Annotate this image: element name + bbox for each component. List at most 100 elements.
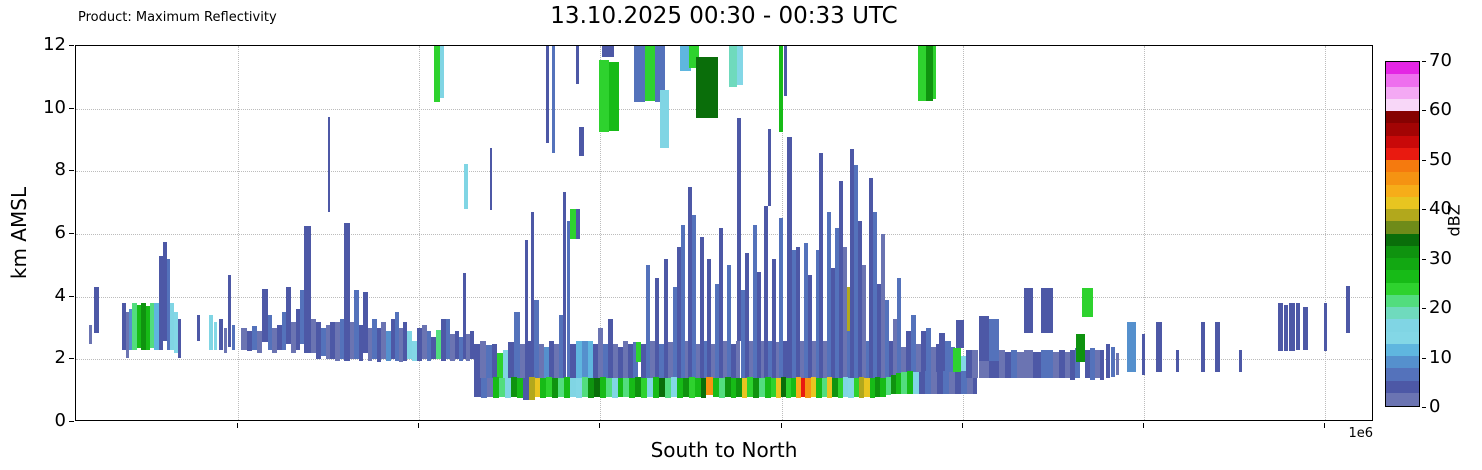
reflectivity-bar: [921, 331, 926, 375]
reflectivity-bar: [1127, 321, 1136, 372]
colorbar-step: [1386, 233, 1419, 247]
reflectivity-bar: [635, 376, 641, 397]
colorbar-tick: [1421, 357, 1426, 359]
reflectivity-bar: [129, 309, 132, 350]
reflectivity-bar: [823, 340, 827, 382]
y-tick: [69, 233, 74, 234]
reflectivity-bar: [805, 378, 811, 398]
reflectivity-bar: [122, 302, 126, 350]
reflectivity-bar: [508, 342, 514, 382]
reflectivity-bar: [926, 46, 933, 101]
reflectivity-bar: [163, 241, 167, 341]
reflectivity-bar: [800, 340, 804, 382]
reflectivity-bar: [885, 299, 889, 382]
reflectivity-bar: [427, 331, 431, 361]
reflectivity-bar: [723, 340, 728, 380]
reflectivity-bar: [474, 343, 480, 380]
reflectivity-bar: [446, 318, 450, 360]
reflectivity-bar: [335, 321, 340, 361]
reflectivity-bar: [399, 328, 403, 363]
colorbar-tick-label: 10: [1429, 346, 1452, 368]
reflectivity-bar: [497, 353, 503, 380]
reflectivity-bar: [1111, 346, 1115, 377]
reflectivity-bar: [715, 284, 719, 380]
reflectivity-bar: [681, 224, 685, 382]
y-gridline: [76, 171, 1372, 173]
reflectivity-bar: [141, 302, 146, 350]
reflectivity-bar: [262, 288, 268, 343]
reflectivity-bar: [719, 227, 723, 382]
reflectivity-bar: [706, 376, 713, 396]
reflectivity-bar: [167, 259, 170, 350]
reflectivity-bar: [725, 376, 731, 397]
reflectivity-bar: [487, 378, 493, 397]
colorbar-tick-label: 40: [1429, 198, 1452, 220]
reflectivity-bar: [599, 60, 609, 133]
reflectivity-bar: [695, 377, 701, 397]
reflectivity-bar: [1346, 286, 1350, 333]
reflectivity-bar: [633, 342, 638, 380]
reflectivity-bar: [719, 378, 725, 398]
reflectivity-bar: [282, 312, 286, 350]
reflectivity-bar: [486, 345, 492, 380]
reflectivity-bar: [961, 371, 967, 394]
reflectivity-bar: [843, 246, 847, 380]
reflectivity-bar: [1033, 351, 1041, 379]
reflectivity-bar: [354, 290, 359, 360]
reflectivity-bar: [704, 340, 708, 382]
reflectivity-bar: [731, 377, 736, 398]
reflectivity-bar: [570, 343, 576, 382]
reflectivity-bar: [1059, 349, 1065, 379]
colorbar-step: [1386, 147, 1419, 161]
reflectivity-bar: [531, 212, 534, 380]
reflectivity-bar: [606, 378, 612, 397]
reflectivity-bar: [321, 328, 326, 357]
reflectivity-bar: [363, 291, 368, 354]
plot-area: [75, 45, 1373, 421]
reflectivity-bar: [540, 377, 546, 398]
reflectivity-bar: [1005, 351, 1011, 379]
reflectivity-bar: [272, 328, 277, 354]
reflectivity-bar: [804, 243, 808, 380]
reflectivity-bar: [764, 205, 768, 380]
reflectivity-bar: [779, 46, 783, 133]
y-tick: [69, 170, 74, 172]
reflectivity-bar: [784, 46, 787, 97]
reflectivity-bar: [989, 361, 999, 379]
reflectivity-bar: [1024, 349, 1033, 379]
reflectivity-bar: [311, 318, 316, 354]
reflectivity-bar: [831, 268, 835, 382]
reflectivity-bar: [791, 378, 796, 397]
reflectivity-bar: [688, 187, 692, 382]
x-gridline: [419, 46, 420, 420]
reflectivity-bar: [701, 378, 706, 398]
y-tick-label: 12: [43, 34, 66, 55]
reflectivity-bar: [1142, 334, 1145, 375]
reflectivity-bar: [576, 340, 582, 382]
colorbar-step: [1386, 380, 1419, 394]
product-label: Product: Maximum Reflectivity: [78, 10, 277, 25]
reflectivity-bar: [660, 89, 669, 148]
reflectivity-bar: [132, 302, 137, 350]
reflectivity-bar: [801, 377, 805, 397]
colorbar-step: [1386, 160, 1419, 173]
reflectivity-bar: [779, 218, 783, 380]
reflectivity-bar: [1095, 349, 1100, 379]
reflectivity-bar: [870, 378, 875, 398]
reflectivity-bar: [340, 318, 345, 360]
reflectivity-bar: [252, 326, 257, 350]
x-axis-label: South to North: [650, 438, 798, 462]
reflectivity-bar: [1082, 287, 1093, 318]
colorbar-tick: [1421, 407, 1426, 408]
reflectivity-bar: [973, 371, 977, 394]
reflectivity-bar: [747, 376, 753, 397]
colorbar-step: [1386, 62, 1419, 75]
reflectivity-bar: [645, 46, 655, 101]
reflectivity-bar: [539, 343, 544, 380]
chart-title: 13.10.2025 00:30 - 00:33 UTC: [550, 3, 898, 29]
colorbar-step: [1386, 368, 1419, 381]
reflectivity-bar: [835, 227, 839, 380]
reflectivity-bar: [931, 346, 936, 375]
reflectivity-bar: [659, 343, 664, 382]
reflectivity-bar: [582, 376, 588, 397]
